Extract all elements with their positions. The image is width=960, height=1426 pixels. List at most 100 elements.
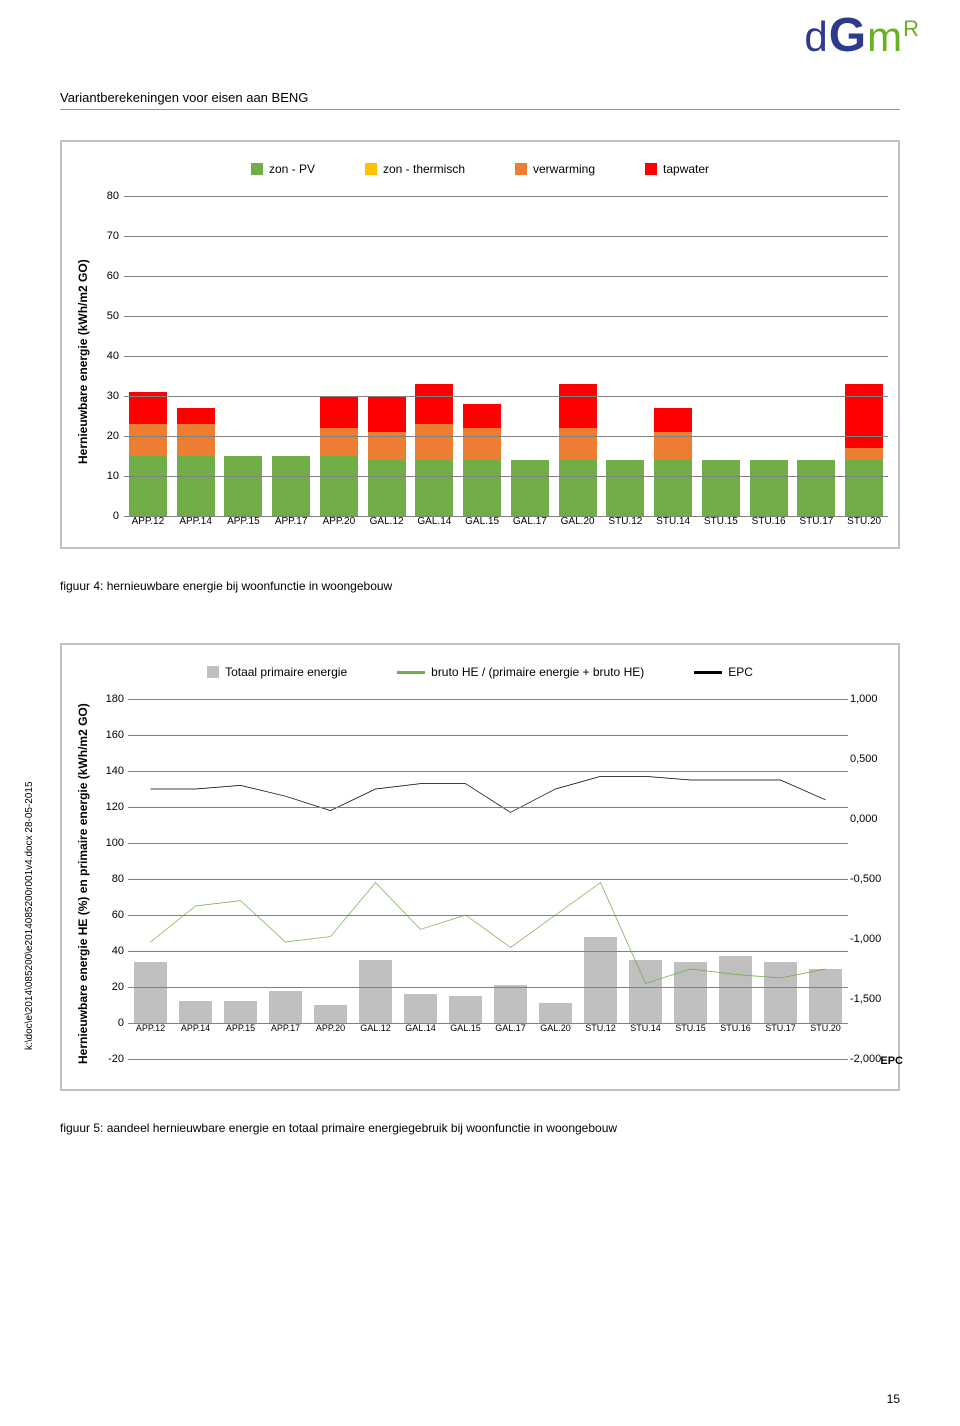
bar-column bbox=[224, 456, 262, 516]
gridline bbox=[124, 276, 888, 277]
ytick-label-right: -1,500 bbox=[850, 993, 890, 1005]
legend-swatch bbox=[365, 163, 377, 175]
figure-4-caption: figuur 4: hernieuwbare energie bij woonf… bbox=[60, 579, 900, 593]
bar-column bbox=[606, 460, 644, 516]
chart-1-ylabel: Hernieuwbare energie (kWh/m2 GO) bbox=[72, 196, 94, 527]
bar-column bbox=[368, 396, 406, 516]
ytick-label: 0 bbox=[94, 510, 119, 522]
ytick-label: 50 bbox=[94, 310, 119, 322]
logo-g: G bbox=[829, 9, 867, 62]
ytick-label-left: 0 bbox=[94, 1017, 124, 1029]
ytick-label-right: 0,000 bbox=[850, 813, 890, 825]
ytick-label: 60 bbox=[94, 270, 119, 282]
xtick-label: GAL.15 bbox=[448, 1023, 484, 1033]
ytick-label: 10 bbox=[94, 470, 119, 482]
line-bruto-he bbox=[151, 883, 826, 984]
gridline bbox=[128, 1059, 848, 1060]
ytick-label-left: 80 bbox=[94, 873, 124, 885]
chart-2-legend: Totaal primaire energie bruto HE / (prima… bbox=[72, 665, 888, 679]
xtick-label: APP.17 bbox=[268, 1023, 304, 1033]
bar-column bbox=[129, 392, 167, 516]
ytick-label-right: -1,000 bbox=[850, 933, 890, 945]
bar-segment bbox=[702, 460, 740, 516]
bar-column bbox=[750, 460, 788, 516]
bar-segment bbox=[177, 408, 215, 424]
gridline bbox=[124, 516, 888, 517]
bar-segment bbox=[654, 408, 692, 432]
bar-segment bbox=[368, 396, 406, 432]
xtick-label: GAL.17 bbox=[493, 1023, 529, 1033]
bar-segment bbox=[463, 404, 501, 428]
ytick-label-left: 180 bbox=[94, 693, 124, 705]
ytick-label-left: 160 bbox=[94, 729, 124, 741]
bar-segment bbox=[845, 448, 883, 460]
xtick-label: GAL.14 bbox=[403, 1023, 439, 1033]
page: dGmR Variantberekeningen voor eisen aan … bbox=[0, 0, 960, 1426]
chart-2-plot: EPC -200204060801001201401601801,0000,50… bbox=[128, 699, 848, 1059]
bar-segment bbox=[177, 456, 215, 516]
xtick-label: STU.12 bbox=[583, 1023, 619, 1033]
bar-column bbox=[320, 396, 358, 516]
ytick-label-left: 20 bbox=[94, 981, 124, 993]
gridline bbox=[128, 735, 848, 736]
bar-column bbox=[463, 404, 501, 516]
xtick-label: STU.14 bbox=[654, 516, 692, 527]
chart-2-container: Totaal primaire energie bruto HE / (prima… bbox=[60, 643, 900, 1091]
chart-1-legend: zon - PVzon - thermischverwarmingtapwate… bbox=[72, 162, 888, 176]
chart-2-ylabel: Hernieuwbare energie HE (%) en primaire … bbox=[72, 699, 94, 1069]
xtick-label: STU.12 bbox=[606, 516, 644, 527]
ytick-label: 40 bbox=[94, 350, 119, 362]
xtick-label: STU.15 bbox=[673, 1023, 709, 1033]
bar-segment bbox=[750, 460, 788, 516]
legend-swatch bbox=[251, 163, 263, 175]
ytick-label-left: 60 bbox=[94, 909, 124, 921]
bar-column bbox=[845, 384, 883, 516]
figure-5-caption: figuur 5: aandeel hernieuwbare energie e… bbox=[60, 1121, 900, 1135]
ytick-label-left: 120 bbox=[94, 801, 124, 813]
legend-label: EPC bbox=[728, 665, 753, 679]
legend-line bbox=[694, 671, 722, 674]
ytick-label: 70 bbox=[94, 230, 119, 242]
chart-1-container: zon - PVzon - thermischverwarmingtapwate… bbox=[60, 140, 900, 549]
xtick-label: GAL.15 bbox=[463, 516, 501, 527]
chart-1-plot: 01020304050607080 bbox=[124, 196, 888, 516]
bar-column bbox=[797, 460, 835, 516]
ytick-label-left: 40 bbox=[94, 945, 124, 957]
xtick-label: GAL.14 bbox=[415, 516, 453, 527]
ytick-label: 80 bbox=[94, 190, 119, 202]
bar-segment bbox=[845, 384, 883, 448]
bar-segment bbox=[654, 460, 692, 516]
legend-label: Totaal primaire energie bbox=[225, 665, 347, 679]
bar-segment bbox=[559, 460, 597, 516]
xtick-label: GAL.20 bbox=[559, 516, 597, 527]
legend-label: verwarming bbox=[533, 162, 595, 176]
bar-segment bbox=[797, 460, 835, 516]
xtick-label: GAL.17 bbox=[511, 516, 549, 527]
legend-line bbox=[397, 671, 425, 674]
legend-item: zon - thermisch bbox=[365, 162, 465, 176]
bar-segment bbox=[129, 456, 167, 516]
gridline bbox=[128, 843, 848, 844]
xtick-label: STU.17 bbox=[797, 516, 835, 527]
legend-label: zon - PV bbox=[269, 162, 315, 176]
gridline bbox=[128, 987, 848, 988]
legend-item: bruto HE / (primaire energie + bruto HE) bbox=[397, 665, 644, 679]
ytick-label-right: 0,500 bbox=[850, 753, 890, 765]
bar-segment bbox=[845, 460, 883, 516]
xtick-label: APP.17 bbox=[272, 516, 310, 527]
bar-segment bbox=[463, 460, 501, 516]
chart-2-xaxis: APP.12APP.14APP.15APP.17APP.20GAL.12GAL.… bbox=[128, 1023, 848, 1033]
bar-segment bbox=[177, 424, 215, 456]
legend-swatch bbox=[207, 666, 219, 678]
page-number: 15 bbox=[887, 1392, 900, 1406]
ytick-label-left: -20 bbox=[94, 1053, 124, 1065]
bar-column bbox=[654, 408, 692, 516]
xtick-label: GAL.20 bbox=[538, 1023, 574, 1033]
xtick-label: APP.20 bbox=[313, 1023, 349, 1033]
xtick-label: APP.14 bbox=[178, 1023, 214, 1033]
legend-swatch bbox=[645, 163, 657, 175]
bar-segment bbox=[559, 384, 597, 428]
bar-column bbox=[272, 456, 310, 516]
gridline bbox=[128, 699, 848, 700]
gridline bbox=[128, 951, 848, 952]
